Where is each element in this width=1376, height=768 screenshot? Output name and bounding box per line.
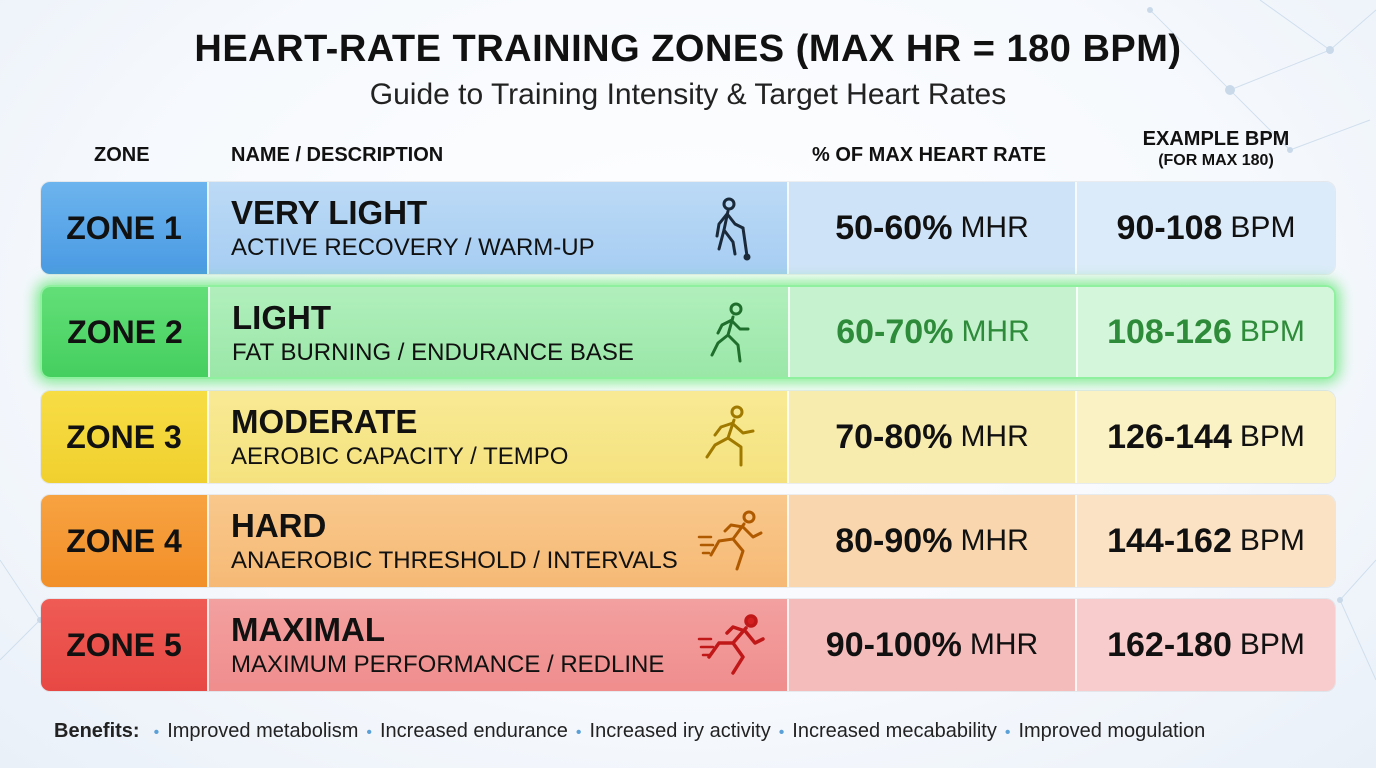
zone-label: ZONE 5 [41, 599, 209, 691]
zone-row-4: ZONE 4 HARD ANAEROBIC THRESHOLD / INTERV… [40, 494, 1336, 588]
percent-value: 50-60% [835, 208, 953, 247]
bpm-unit: BPM [1239, 315, 1305, 348]
zone-description: MAXIMUM PERFORMANCE / REDLINE [231, 651, 665, 678]
column-header-bpm: EXAMPLE BPM (FOR MAX 180) [1106, 128, 1326, 172]
benefit-item: Increased mecabability [792, 720, 997, 742]
percent-max-hr: 90-100% MHR [789, 599, 1077, 691]
zone-row-5: ZONE 5 MAXIMAL MAXIMUM PERFORMANCE / RED… [40, 598, 1336, 692]
bullet-icon: • [575, 724, 582, 741]
percent-value: 70-80% [835, 417, 953, 456]
zone-name: VERY LIGHT [231, 194, 428, 231]
bpm-value: 162-180 [1107, 625, 1232, 664]
example-bpm: 126-144 BPM [1077, 391, 1335, 483]
bpm-value: 126-144 [1107, 417, 1232, 456]
column-header-zone: ZONE [94, 144, 150, 166]
percent-unit: MHR [960, 524, 1029, 557]
percent-unit: MHR [969, 628, 1039, 661]
zone-name-cell: MODERATE AEROBIC CAPACITY / TEMPO [209, 391, 789, 483]
zone-label: ZONE 1 [41, 182, 209, 274]
zone-name: LIGHT [232, 299, 331, 336]
percent-value: 80-90% [835, 521, 953, 560]
zone-label: ZONE 2 [42, 287, 210, 377]
bpm-value: 108-126 [1107, 312, 1232, 351]
bullet-icon: • [1004, 724, 1011, 741]
zone-name: MODERATE [231, 403, 418, 440]
zone-name: MAXIMAL [231, 611, 385, 648]
bpm-unit: BPM [1239, 628, 1305, 661]
fast-running-person-icon [697, 510, 763, 571]
zone-name-cell: VERY LIGHT ACTIVE RECOVERY / WARM-UP [209, 182, 789, 274]
zone-description: ANAEROBIC THRESHOLD / INTERVALS [231, 547, 678, 574]
percent-max-hr: 50-60% MHR [789, 182, 1077, 274]
page-subtitle: Guide to Training Intensity & Target Hea… [369, 78, 1007, 111]
percent-unit: MHR [960, 211, 1029, 244]
zone-name-cell: HARD ANAEROBIC THRESHOLD / INTERVALS [209, 495, 789, 587]
walking-person-icon [715, 197, 751, 261]
bullet-icon: • [153, 724, 160, 741]
column-header-bpm-label: EXAMPLE BPM [1142, 128, 1290, 150]
bpm-value: 144-162 [1107, 521, 1232, 560]
example-bpm: 108-126 BPM [1078, 287, 1334, 377]
example-bpm: 90-108 BPM [1077, 182, 1335, 274]
example-bpm: 144-162 BPM [1077, 495, 1335, 587]
benefit-item: Improved metabolism [167, 720, 359, 742]
zone-label: ZONE 3 [41, 391, 209, 483]
column-header-bpm-sub: (FOR MAX 180) [1158, 152, 1274, 169]
percent-max-hr: 70-80% MHR [789, 391, 1077, 483]
column-header-percent: % OF MAX HEART RATE [812, 144, 1047, 166]
zone-name-cell: LIGHT FAT BURNING / ENDURANCE BASE [210, 287, 790, 377]
zone-row-3: ZONE 3 MODERATE AEROBIC CAPACITY / TEMPO… [40, 390, 1336, 484]
page-title: HEART-RATE TRAINING ZONES (MAX HR = 180 … [194, 28, 1182, 70]
percent-unit: MHR [960, 420, 1029, 453]
benefits-footer: Benefits: • Improved metabolism • Increased … [54, 720, 1205, 743]
bpm-value: 90-108 [1116, 208, 1223, 247]
benefit-item: Increased endurance [379, 720, 568, 742]
bpm-unit: BPM [1239, 524, 1305, 557]
zone-label: ZONE 4 [41, 495, 209, 587]
percent-unit: MHR [961, 315, 1030, 348]
percent-value: 90-100% [825, 625, 962, 664]
benefit-item: Increased iry activity [589, 720, 771, 742]
zone-description: FAT BURNING / ENDURANCE BASE [232, 339, 634, 366]
sprinting-person-icon [697, 614, 765, 675]
zone-description: ACTIVE RECOVERY / WARM-UP [231, 234, 595, 261]
zone-name-cell: MAXIMAL MAXIMUM PERFORMANCE / REDLINE [209, 599, 789, 691]
percent-max-hr: 80-90% MHR [789, 495, 1077, 587]
jogging-person-icon [710, 302, 750, 363]
column-header-name: NAME / DESCRIPTION [231, 144, 444, 166]
benefit-item: Improved mogulation [1018, 720, 1206, 742]
running-person-icon [705, 405, 755, 467]
bpm-unit: BPM [1239, 420, 1305, 453]
zone-row-1: ZONE 1 VERY LIGHT ACTIVE RECOVERY / WARM… [40, 181, 1336, 275]
zone-row-2: ZONE 2 LIGHT FAT BURNING / ENDURANCE BAS… [40, 285, 1336, 379]
bullet-icon: • [366, 724, 372, 741]
bullet-icon: • [778, 724, 785, 741]
bpm-unit: BPM [1230, 211, 1296, 244]
benefits-label: Benefits: [54, 720, 140, 742]
example-bpm: 162-180 BPM [1077, 599, 1335, 691]
percent-max-hr: 60-70% MHR [790, 287, 1078, 377]
zone-name: HARD [231, 507, 327, 544]
zone-description: AEROBIC CAPACITY / TEMPO [231, 443, 569, 470]
percent-value: 60-70% [836, 312, 954, 351]
